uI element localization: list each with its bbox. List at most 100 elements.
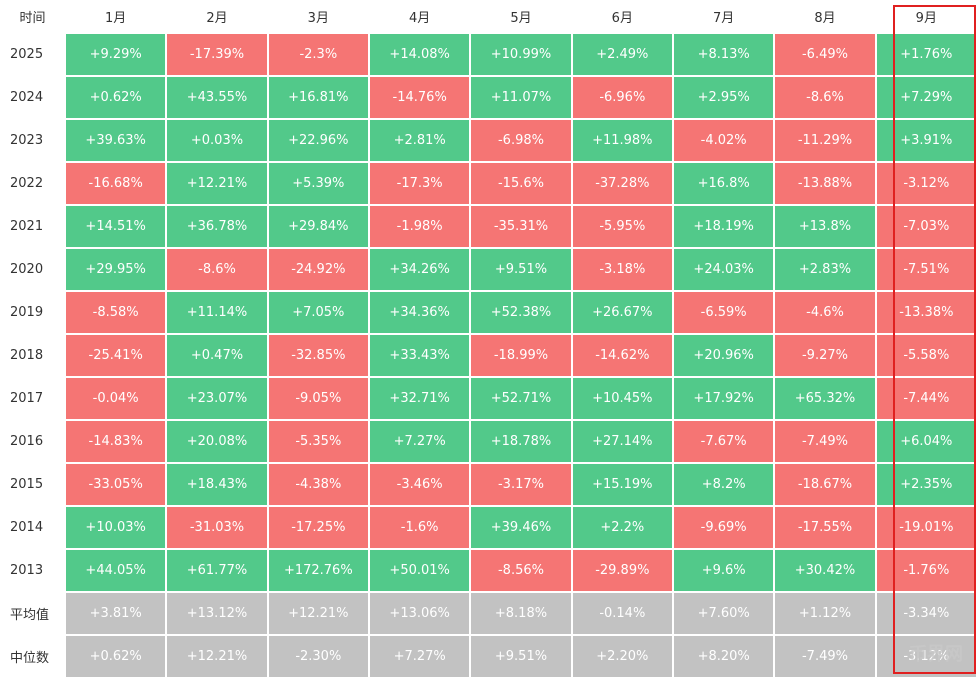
value-cell: +0.62%	[66, 77, 166, 118]
value-cell: -5.58%	[876, 335, 976, 376]
value-cell: +11.98%	[572, 120, 672, 161]
value-cell: +39.63%	[66, 120, 166, 161]
value-cell: -24.92%	[268, 249, 368, 290]
value-cell: -4.02%	[674, 120, 774, 161]
value-cell: +27.14%	[572, 421, 672, 462]
value-cell: +11.07%	[471, 77, 571, 118]
value-cell: -17.55%	[775, 507, 875, 548]
value-cell: +12.21%	[167, 636, 267, 677]
value-cell: -3.12%	[876, 163, 976, 204]
value-cell: +0.03%	[167, 120, 267, 161]
value-cell: +2.49%	[572, 34, 672, 75]
value-cell: -3.34%	[876, 593, 976, 634]
value-cell: +52.71%	[471, 378, 571, 419]
value-cell: +7.29%	[876, 77, 976, 118]
value-cell: -8.56%	[471, 550, 571, 591]
header-cell: 4月	[409, 11, 431, 26]
header-cell: 6月	[611, 11, 633, 26]
value-cell: +7.05%	[268, 292, 368, 333]
value-cell: +13.06%	[370, 593, 470, 634]
value-cell: -2.3%	[268, 34, 368, 75]
value-cell: +2.20%	[572, 636, 672, 677]
row-label: 2020	[10, 262, 44, 277]
value-cell: -11.29%	[775, 120, 875, 161]
row-label: 2017	[10, 391, 44, 406]
value-cell: +18.19%	[674, 206, 774, 247]
header-cell: 1月	[105, 11, 127, 26]
value-cell: +29.84%	[268, 206, 368, 247]
value-cell: -18.67%	[775, 464, 875, 505]
value-cell: -19.01%	[876, 507, 976, 548]
value-cell: -6.49%	[775, 34, 875, 75]
row-label: 2024	[10, 90, 44, 105]
value-cell: -9.27%	[775, 335, 875, 376]
value-cell: -7.49%	[775, 636, 875, 677]
value-cell: -7.44%	[876, 378, 976, 419]
value-cell: +3.81%	[66, 593, 166, 634]
value-cell: +7.27%	[370, 421, 470, 462]
value-cell: +14.08%	[370, 34, 470, 75]
header-cell: 5月	[510, 11, 532, 26]
value-cell: -6.96%	[572, 77, 672, 118]
value-cell: -13.88%	[775, 163, 875, 204]
row-label: 2022	[10, 176, 44, 191]
value-cell: +9.51%	[471, 249, 571, 290]
value-cell: -1.98%	[370, 206, 470, 247]
row-label: 2023	[10, 133, 44, 148]
value-cell: +52.38%	[471, 292, 571, 333]
value-cell: -7.67%	[674, 421, 774, 462]
value-cell: -13.38%	[876, 292, 976, 333]
value-cell: +11.14%	[167, 292, 267, 333]
value-cell: +172.76%	[268, 550, 368, 591]
value-cell: +14.51%	[66, 206, 166, 247]
value-cell: +0.62%	[66, 636, 166, 677]
value-cell: +10.03%	[66, 507, 166, 548]
value-cell: +2.83%	[775, 249, 875, 290]
value-cell: +17.92%	[674, 378, 774, 419]
value-cell: +1.12%	[775, 593, 875, 634]
value-cell: +20.96%	[674, 335, 774, 376]
value-cell: -7.49%	[775, 421, 875, 462]
header-cell: 7月	[713, 11, 735, 26]
value-cell: -15.6%	[471, 163, 571, 204]
value-cell: +33.43%	[370, 335, 470, 376]
row-label: 2019	[10, 305, 44, 320]
value-cell: -25.41%	[66, 335, 166, 376]
value-cell: -14.83%	[66, 421, 166, 462]
value-cell: -8.6%	[167, 249, 267, 290]
value-cell: +36.78%	[167, 206, 267, 247]
header-cell: 时间	[19, 11, 46, 26]
header-cell: 2月	[206, 11, 228, 26]
header-cell: 9月	[915, 11, 937, 26]
value-cell: +29.95%	[66, 249, 166, 290]
value-cell: +8.18%	[471, 593, 571, 634]
value-cell: -32.85%	[268, 335, 368, 376]
row-label: 2016	[10, 434, 44, 449]
value-cell: +0.47%	[167, 335, 267, 376]
value-cell: +7.27%	[370, 636, 470, 677]
value-cell: -1.6%	[370, 507, 470, 548]
value-cell: +3.91%	[876, 120, 976, 161]
value-cell: +13.12%	[167, 593, 267, 634]
row-label: 平均值	[10, 608, 50, 623]
value-cell: +6.04%	[876, 421, 976, 462]
value-cell: -14.76%	[370, 77, 470, 118]
value-cell: -7.51%	[876, 249, 976, 290]
value-cell: +50.01%	[370, 550, 470, 591]
value-cell: -4.6%	[775, 292, 875, 333]
value-cell: -17.25%	[268, 507, 368, 548]
value-cell: +8.13%	[674, 34, 774, 75]
value-cell: +43.55%	[167, 77, 267, 118]
value-cell: +9.29%	[66, 34, 166, 75]
value-cell: +23.07%	[167, 378, 267, 419]
row-label: 2021	[10, 219, 44, 234]
value-cell: +12.21%	[167, 163, 267, 204]
value-cell: -3.46%	[370, 464, 470, 505]
value-cell: +26.67%	[572, 292, 672, 333]
value-cell: +32.71%	[370, 378, 470, 419]
value-cell: -9.05%	[268, 378, 368, 419]
value-cell: -29.89%	[572, 550, 672, 591]
row-label: 中位数	[10, 651, 50, 666]
row-label: 2015	[10, 477, 44, 492]
